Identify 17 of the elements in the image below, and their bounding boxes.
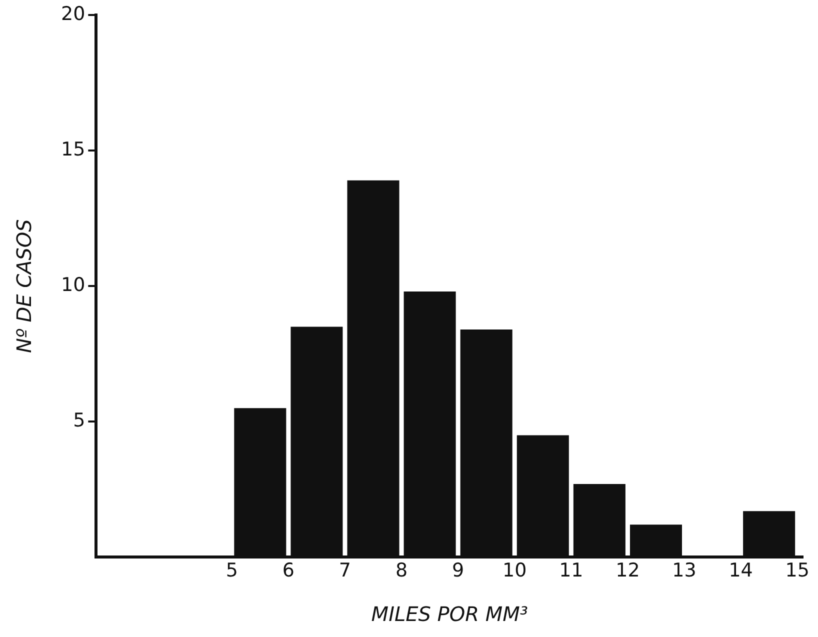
x-tick-label: 15 [785, 560, 810, 582]
x-tick-label: 13 [672, 560, 696, 582]
x-tick-label: 6 [282, 560, 294, 582]
x-tick-label: 7 [338, 560, 352, 582]
x-axis-title: MILES POR MM³ [371, 602, 528, 626]
y-tick-label: 10 [60, 274, 86, 296]
y-tick-label: 15 [60, 138, 86, 160]
x-tick-label: 10 [502, 560, 527, 582]
y-axis-title: Nº DE CASOS [12, 218, 36, 354]
x-tick-label: 9 [452, 560, 464, 582]
y-tick-label: 5 [73, 410, 86, 432]
x-tick-label: 12 [616, 560, 640, 582]
x-tick-label: 14 [728, 560, 753, 582]
x-tick-label: 8 [395, 560, 408, 582]
x-tick-label: 5 [226, 560, 238, 582]
y-tick-label: 20 [60, 2, 86, 25]
x-tick-label: 11 [559, 560, 584, 582]
